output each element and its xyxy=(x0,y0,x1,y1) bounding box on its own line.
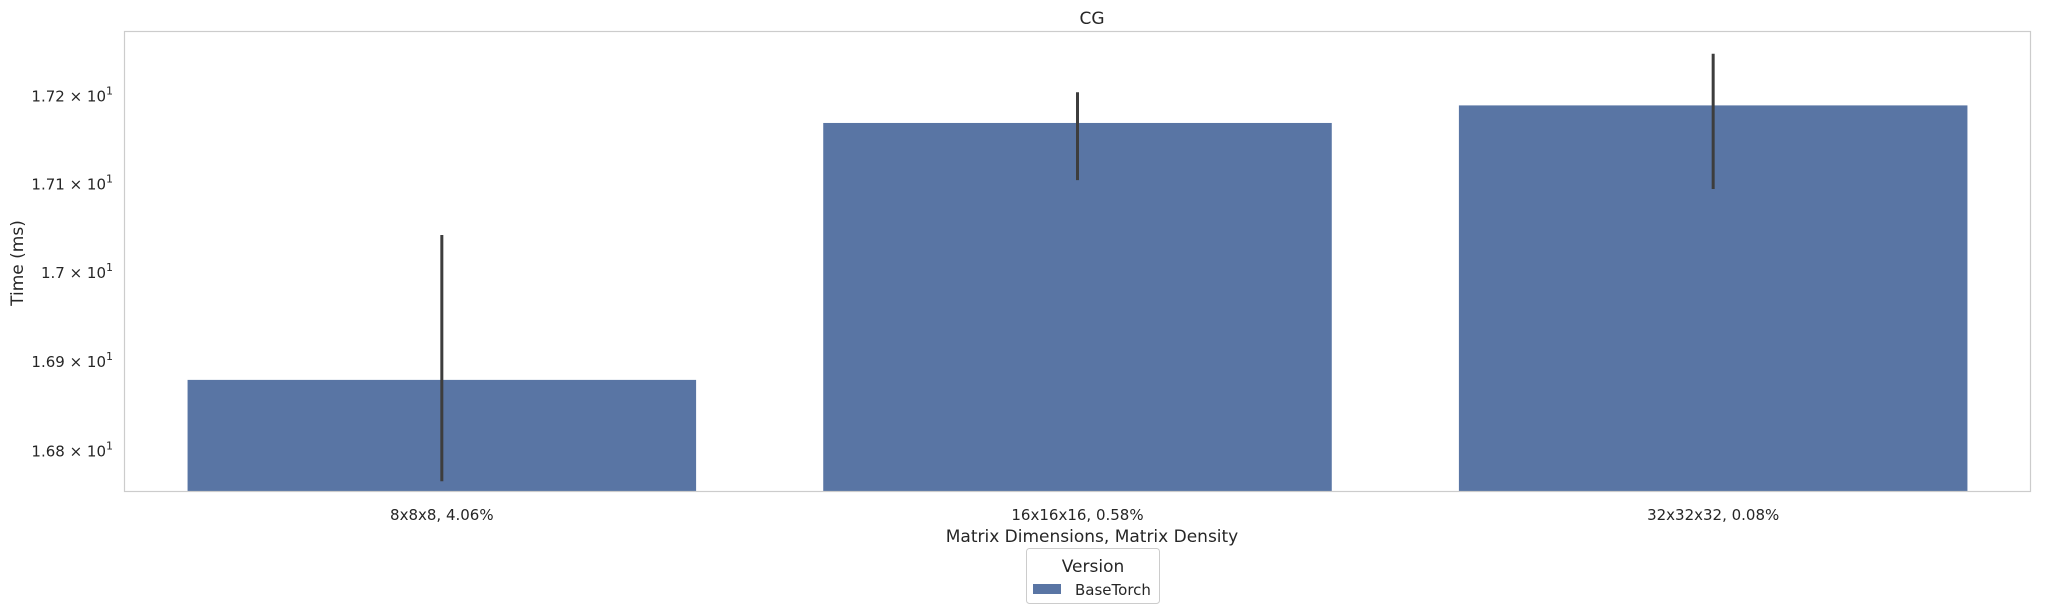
y-tick-label: 1.7 × 101 xyxy=(41,261,113,282)
chart-title: CG xyxy=(1079,9,1104,29)
y-axis-label: Time (ms) xyxy=(8,220,28,307)
x-tick-label: 8x8x8, 4.06% xyxy=(390,506,494,524)
plot-frame xyxy=(123,30,2032,493)
legend-swatch xyxy=(1033,584,1061,594)
x-axis-label: Matrix Dimensions, Matrix Density xyxy=(946,527,1239,547)
y-tick-label: 1.68 × 101 xyxy=(31,440,113,461)
y-tick-label: 1.71 × 101 xyxy=(31,173,113,194)
bar xyxy=(823,122,1332,493)
x-tick-label: 32x32x32, 0.08% xyxy=(1647,506,1779,524)
legend: Version BaseTorch xyxy=(1026,548,1160,604)
y-tick-label: 1.72 × 101 xyxy=(31,85,113,106)
errorbars-layer xyxy=(440,53,1715,482)
legend-title: Version xyxy=(1062,557,1125,577)
legend-label: BaseTorch xyxy=(1075,581,1151,599)
x-tick-label: 16x16x16, 0.58% xyxy=(1011,506,1143,524)
y-axis-ticks: 1.68 × 101 1.69 × 101 1.7 × 101 1.71 × 101 1… xyxy=(31,85,113,461)
y-tick-label: 1.69 × 101 xyxy=(31,350,113,371)
x-axis-ticks: 8x8x8, 4.06% 16x16x16, 0.58% 32x32x32, 0.0… xyxy=(390,506,1779,524)
